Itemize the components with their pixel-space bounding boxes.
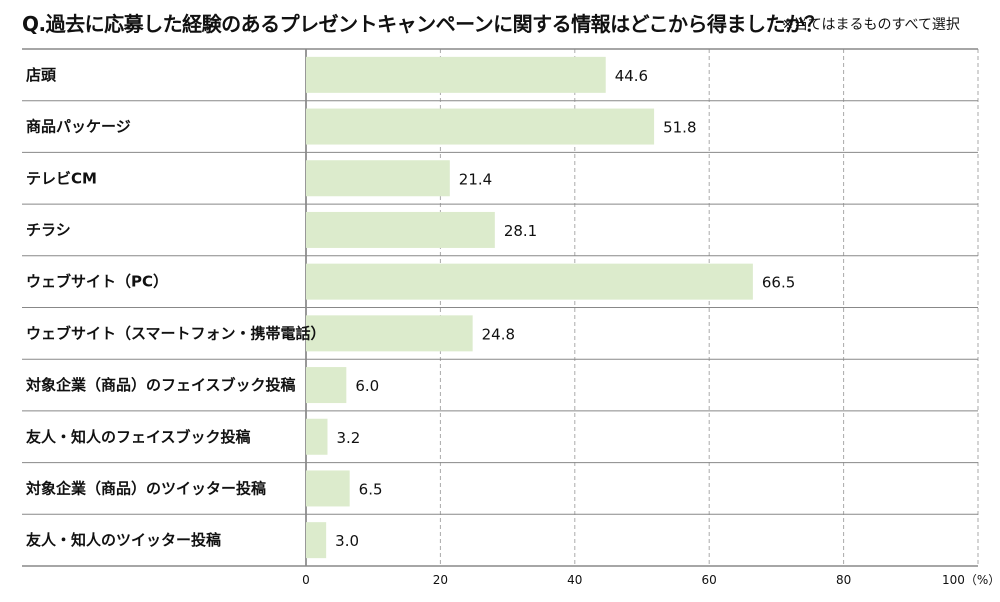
category-label: 商品パッケージ	[26, 118, 131, 136]
category-label: 友人・知人のツイッター投稿	[26, 531, 221, 549]
bar	[306, 160, 450, 197]
value-label: 6.0	[355, 377, 379, 395]
category-label: ウェブサイト（スマートフォン・携帯電話）	[26, 324, 326, 342]
bar	[306, 211, 495, 248]
bar	[306, 108, 655, 145]
value-label: 28.1	[504, 222, 537, 240]
category-label: ウェブサイト（PC）	[26, 273, 168, 291]
row-separators	[22, 48, 978, 567]
value-label: 44.6	[615, 67, 648, 85]
value-label: 51.8	[663, 119, 696, 137]
x-axis-ticks: 0 20 40 60 80 100（%）	[302, 573, 1000, 587]
x-tick-label: 0	[302, 573, 310, 587]
value-label: 3.0	[335, 532, 359, 550]
category-label: テレビCM	[26, 169, 97, 187]
value-label: 3.2	[337, 429, 361, 447]
value-label: 21.4	[459, 170, 492, 188]
x-tick-label: 40	[567, 573, 582, 587]
bar	[306, 470, 350, 507]
category-label: 友人・知人のフェイスブック投稿	[26, 428, 251, 446]
x-tick-label: 20	[433, 573, 448, 587]
category-label: 店頭	[26, 66, 57, 84]
x-tick-label: 100（%）	[942, 573, 1000, 587]
x-tick-label: 80	[836, 573, 851, 587]
bar	[306, 263, 753, 300]
bar	[306, 315, 473, 352]
value-label: 24.8	[482, 325, 515, 343]
chart-title: Q.過去に応募した経験のあるプレゼントキャンペーンに関する情報はどこから得ました…	[22, 12, 825, 36]
chart-note: ※当てはまるものすべて選択	[782, 17, 960, 33]
category-label: 対象企業（商品）のツイッター投稿	[25, 479, 266, 497]
category-label: 対象企業（商品）のフェイスブック投稿	[25, 376, 296, 394]
value-label: 6.5	[359, 480, 383, 498]
category-label: チラシ	[26, 221, 71, 239]
bar	[306, 367, 347, 404]
value-label: 66.5	[762, 274, 795, 292]
bar	[306, 418, 328, 455]
x-tick-label: 60	[702, 573, 717, 587]
value-labels: 44.6 51.8 21.4 28.1 66.5 24.8 6.0 3.2 6.5 3.0	[335, 67, 795, 550]
bars	[306, 56, 753, 559]
bar	[306, 56, 606, 93]
bar	[306, 522, 327, 559]
